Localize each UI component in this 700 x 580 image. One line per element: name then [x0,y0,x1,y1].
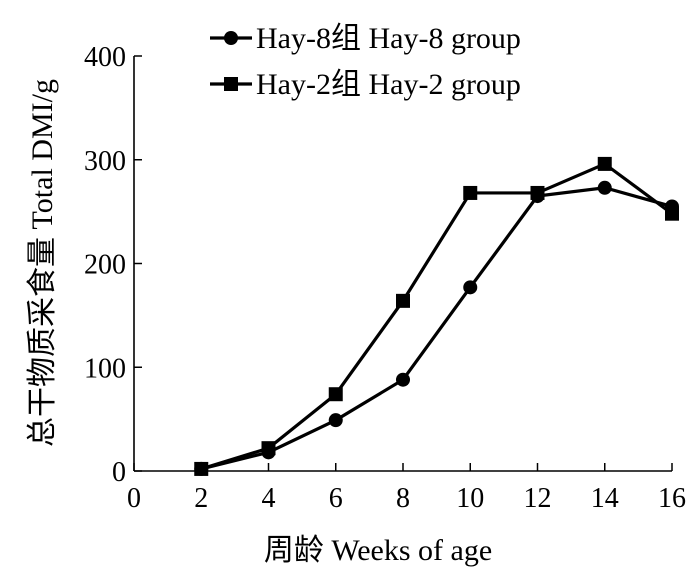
series-line [200,162,673,471]
legend: Hay-8组 Hay-8 group Hay-2组 Hay-2 group [210,22,521,101]
y-tick-label: 100 [84,353,126,384]
data-point-square [665,206,679,221]
y-tick-label: 0 [112,457,126,488]
series-1 [194,180,679,476]
series-2 [194,156,679,476]
x-tick-label: 8 [396,483,410,514]
series-line [200,186,673,471]
x-tick-label: 12 [524,483,552,514]
data-point-square [328,387,343,402]
data-point-square [597,156,612,171]
legend-item: Hay-8组 Hay-8 group [210,22,521,55]
x-tick-label: 4 [262,483,276,514]
y-axis-title: 总干物质采食量 Total DMI/g [26,79,59,447]
y-axis-ticks: 0 100 200 300 400 [84,42,142,488]
data-point-circle [597,180,612,195]
data-point-circle [396,372,410,387]
data-point-square [224,77,238,91]
data-point-square [194,461,209,476]
y-tick-label: 300 [84,146,126,177]
axes [133,56,672,472]
x-axis-ticks: 0 2 4 6 8 10 12 14 16 [127,463,686,514]
x-tick-label: 14 [591,483,619,514]
y-tick-label: 400 [84,42,126,73]
legend-item: Hay-2组 Hay-2 group [210,68,521,101]
x-tick-label: 10 [456,483,484,514]
data-point-square [463,185,478,200]
legend-label: Hay-2组 Hay-2 group [256,68,521,101]
data-point-circle [463,280,478,295]
data-point-square [261,441,276,456]
data-point-circle [224,31,238,45]
series-layer [194,156,679,476]
x-tick-label: 0 [127,483,141,514]
data-point-square [396,293,410,308]
x-axis-title: 周龄 Weeks of age [264,534,492,567]
y-tick-label: 200 [84,250,126,281]
data-point-square [530,185,545,200]
x-tick-label: 16 [658,483,686,514]
legend-label: Hay-8组 Hay-8 group [256,22,521,55]
x-tick-label: 6 [329,483,343,514]
data-point-circle [328,413,343,428]
x-tick-label: 2 [194,483,208,514]
